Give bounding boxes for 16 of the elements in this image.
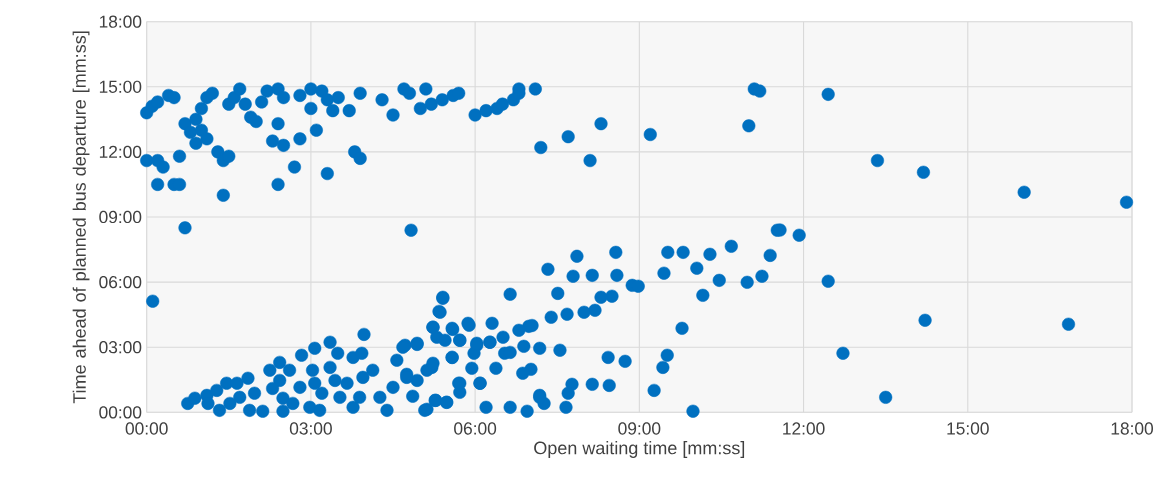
y-tick-label: 09:00 (99, 210, 142, 224)
x-tick-label: 09:00 (618, 422, 661, 435)
y-tick-label: 12:00 (99, 145, 142, 159)
x-tick-label: 00:00 (125, 422, 168, 435)
y-axis-title: Time ahead of planned bus departure [mm:ss] (72, 31, 90, 404)
x-axis-title: Open waiting time [mm:ss] (534, 441, 745, 458)
x-tick-label: 03:00 (289, 422, 332, 435)
y-tick-label: 00:00 (99, 406, 142, 419)
x-tick-label: 15:00 (947, 422, 989, 435)
y-tick-label: 06:00 (99, 275, 142, 289)
x-tick-label: 06:00 (454, 422, 497, 435)
x-tick-label: 12:00 (783, 422, 825, 435)
y-tick-label: 15:00 (99, 80, 142, 93)
y-tick-label: 18:00 (99, 15, 142, 28)
x-tick-label: 18:00 (1111, 422, 1154, 435)
y-tick-label: 03:00 (99, 341, 142, 354)
